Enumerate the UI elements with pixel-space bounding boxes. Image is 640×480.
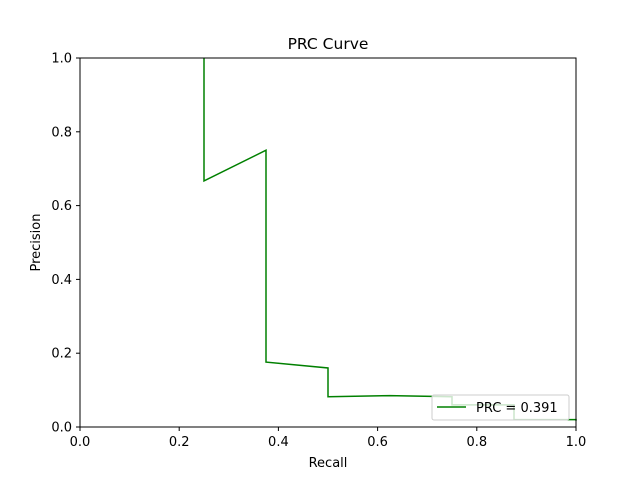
x-ticks: 0.0 0.2 0.4 0.6 0.8 1.0: [70, 427, 587, 450]
legend-label: PRC = 0.391: [476, 401, 558, 416]
x-axis-label: Recall: [309, 456, 348, 471]
y-axis-label: Precision: [29, 213, 44, 271]
y-tick-label: 0.6: [51, 199, 72, 214]
x-tick-label: 0.8: [466, 435, 487, 450]
x-tick-label: 0.2: [169, 435, 190, 450]
legend: PRC = 0.391: [431, 394, 570, 421]
x-tick-label: 0.0: [70, 435, 91, 450]
x-tick-label: 0.6: [367, 435, 388, 450]
y-tick-label: 0.0: [51, 421, 72, 436]
axes-frame: [79, 57, 577, 428]
y-tick-label: 0.2: [51, 347, 72, 362]
y-tick-label: 0.4: [51, 273, 72, 288]
x-tick-label: 1.0: [566, 435, 587, 450]
y-tick-label: 1.0: [51, 52, 72, 67]
legend-box: [431, 394, 570, 421]
chart-title: PRC Curve: [288, 35, 369, 53]
x-tick-label: 0.4: [268, 435, 289, 450]
y-ticks: 0.0 0.2 0.4 0.6 0.8 1.0: [51, 52, 80, 436]
plot-area: [80, 58, 576, 427]
y-tick-label: 0.8: [51, 125, 72, 140]
